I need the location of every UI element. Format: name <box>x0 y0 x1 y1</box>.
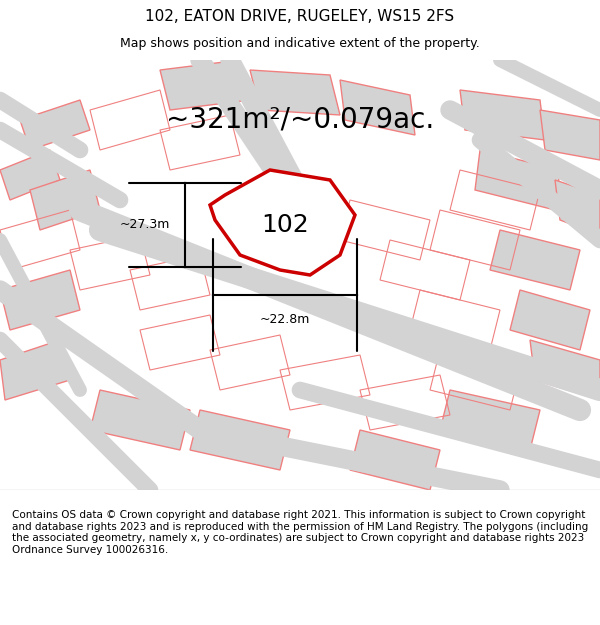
Polygon shape <box>510 290 590 350</box>
Text: Map shows position and indicative extent of the property.: Map shows position and indicative extent… <box>120 37 480 50</box>
Text: ~321m²/~0.079ac.: ~321m²/~0.079ac. <box>166 106 434 134</box>
Polygon shape <box>0 270 80 330</box>
Polygon shape <box>20 100 90 150</box>
Polygon shape <box>0 340 70 400</box>
Polygon shape <box>555 180 600 235</box>
Polygon shape <box>160 60 250 110</box>
Polygon shape <box>475 150 560 210</box>
Polygon shape <box>210 170 355 275</box>
Polygon shape <box>350 430 440 490</box>
Polygon shape <box>190 410 290 470</box>
Text: ~22.8m: ~22.8m <box>260 313 310 326</box>
Polygon shape <box>250 70 340 115</box>
Polygon shape <box>460 90 545 140</box>
Polygon shape <box>490 230 580 290</box>
Text: Contains OS data © Crown copyright and database right 2021. This information is : Contains OS data © Crown copyright and d… <box>12 510 588 555</box>
Polygon shape <box>540 110 600 160</box>
Polygon shape <box>90 390 190 450</box>
Polygon shape <box>0 150 60 200</box>
Polygon shape <box>530 340 600 400</box>
Text: 102, EATON DRIVE, RUGELEY, WS15 2FS: 102, EATON DRIVE, RUGELEY, WS15 2FS <box>145 9 455 24</box>
Polygon shape <box>340 80 415 135</box>
Text: ~27.3m: ~27.3m <box>119 219 170 231</box>
Polygon shape <box>440 390 540 450</box>
Text: 102: 102 <box>261 213 309 237</box>
Polygon shape <box>30 170 100 230</box>
